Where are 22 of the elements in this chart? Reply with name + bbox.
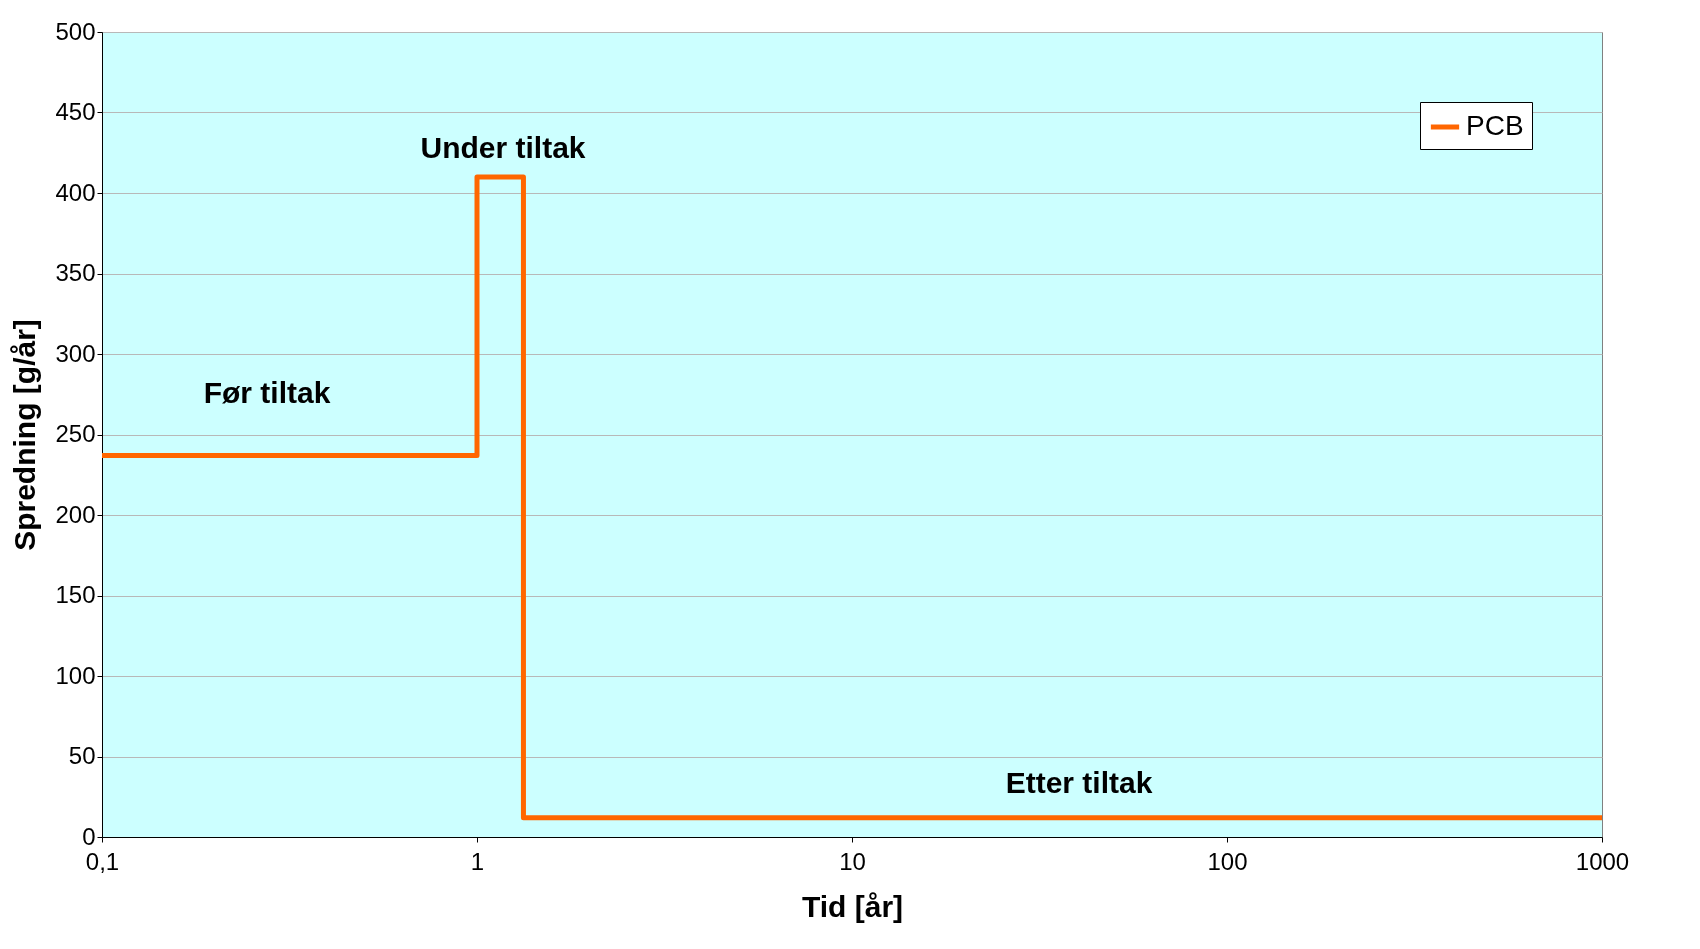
- y-tick-label: 300: [55, 339, 96, 367]
- annotation: Under tiltak: [420, 131, 586, 164]
- x-tick-label: 10: [839, 847, 866, 875]
- y-axis-title: Spredning [g/år]: [8, 319, 42, 551]
- x-tick-label: 1: [470, 847, 485, 875]
- y-tick-label: 0: [82, 822, 96, 850]
- y-tick-label: 100: [55, 661, 96, 689]
- x-tick-label: 0,1: [85, 847, 120, 875]
- x-tick-label: 100: [1207, 847, 1248, 875]
- annotation: Før tiltak: [203, 376, 331, 409]
- y-tick-label: 150: [55, 581, 96, 608]
- y-tick-label: 350: [55, 259, 96, 286]
- y-tick-label: 400: [55, 178, 96, 206]
- y-tick-label: 50: [68, 742, 96, 769]
- y-tick-label: 250: [55, 420, 96, 447]
- x-tick-label: 1000: [1575, 847, 1630, 875]
- x-axis-title: Tid [år]: [801, 889, 904, 923]
- annotation: Etter tiltak: [1005, 766, 1153, 799]
- y-tick-label: 500: [55, 17, 96, 45]
- y-tick-label: 200: [55, 500, 96, 528]
- legend-label: PCB: [1466, 110, 1524, 141]
- y-tick-label: 450: [55, 98, 96, 125]
